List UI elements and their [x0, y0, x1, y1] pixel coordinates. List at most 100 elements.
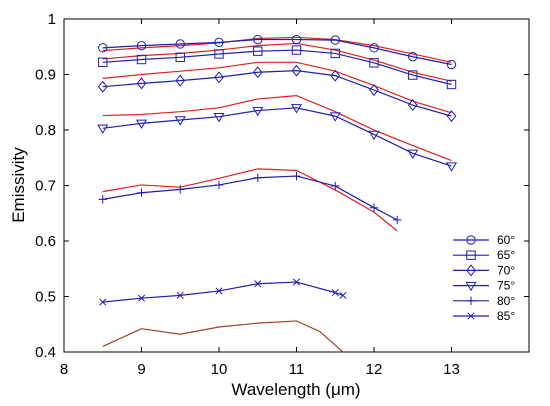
data-point	[253, 173, 262, 182]
measured-series	[97, 34, 458, 306]
data-point	[253, 46, 263, 56]
data-point	[292, 171, 301, 181]
data-point	[329, 112, 341, 122]
model-curves	[102, 36, 452, 353]
data-point	[369, 84, 379, 97]
data-point	[175, 74, 186, 87]
data-point	[99, 298, 107, 306]
data-point	[214, 180, 224, 190]
data-point	[369, 58, 379, 68]
data-point	[330, 35, 340, 45]
model-curve-line	[102, 94, 452, 162]
data-point	[466, 296, 476, 305]
axis-tick-labels: 8 9 10 11 12 13 0.4 0.5 0.6 0.7 0.8 0.9 1	[35, 11, 460, 378]
data-point	[408, 52, 418, 62]
data-point	[331, 289, 339, 297]
y-axis-title: Emissivity	[9, 147, 28, 223]
legend-label: 70°	[497, 263, 515, 277]
legend-item: 70°	[453, 263, 515, 277]
data-point	[466, 235, 476, 245]
data-point	[291, 34, 302, 45]
x-tick-label: 11	[289, 361, 305, 378]
data-point	[254, 280, 262, 288]
data-point	[214, 71, 224, 84]
series-line	[102, 281, 344, 303]
data-point	[446, 79, 457, 90]
data-point	[175, 52, 185, 62]
legend-label: 75°	[497, 279, 515, 293]
legend-item: 80°	[453, 294, 515, 308]
data-point	[291, 64, 302, 77]
x-tick-label: 10	[211, 361, 228, 378]
x-tick-label: 12	[366, 361, 383, 378]
y-tick-label: 0.7	[35, 178, 56, 195]
axis-ticks	[63, 18, 529, 353]
model-curve-line	[102, 42, 452, 82]
y-tick-label: 0.8	[35, 122, 56, 139]
model-curve-line	[102, 36, 452, 63]
data-point	[407, 149, 419, 159]
model-curve-line	[102, 320, 344, 353]
x-tick-label: 8	[60, 361, 68, 378]
model-curve-line	[102, 168, 398, 232]
legend-label: 85°	[497, 309, 515, 323]
series-line	[102, 38, 452, 66]
data-point	[446, 59, 457, 70]
data-point	[445, 162, 458, 172]
data-point	[290, 104, 303, 114]
data-point	[330, 69, 341, 82]
data-point	[466, 264, 476, 277]
data-point	[291, 45, 302, 55]
data-point	[213, 112, 225, 123]
data-point	[175, 39, 185, 49]
legend-label: 65°	[497, 248, 515, 262]
legend-label: 80°	[497, 294, 515, 308]
data-point	[98, 43, 108, 53]
legend-label: 60°	[497, 233, 515, 247]
x-axis-title: Wavelength (μm)	[231, 380, 360, 399]
data-point	[137, 188, 146, 197]
data-point	[368, 130, 380, 141]
series-group	[97, 104, 458, 172]
data-point	[136, 54, 147, 65]
data-point	[407, 99, 418, 112]
data-point	[137, 294, 146, 302]
data-point	[215, 287, 223, 295]
data-point	[214, 37, 224, 48]
series-group	[98, 34, 457, 70]
x-tick-label: 9	[137, 361, 145, 378]
data-point	[214, 49, 224, 59]
y-tick-label: 0.5	[35, 289, 56, 306]
data-point	[369, 203, 379, 212]
series-line	[102, 107, 452, 167]
y-tick-label: 0.9	[35, 67, 56, 84]
data-point	[292, 278, 301, 286]
series-group	[98, 45, 457, 90]
legend-item: 75°	[453, 279, 515, 293]
data-point	[136, 77, 147, 90]
legend-item: 60°	[453, 233, 515, 247]
legend-item: 85°	[453, 309, 515, 323]
data-point	[465, 281, 477, 292]
data-point	[369, 43, 379, 53]
model-curve-line	[102, 61, 452, 114]
data-point	[135, 119, 148, 130]
series-group	[98, 171, 402, 225]
data-point	[252, 66, 263, 79]
data-point	[252, 106, 264, 117]
data-point	[98, 195, 107, 204]
data-point	[97, 124, 109, 135]
x-tick-label: 13	[443, 361, 460, 378]
data-point	[97, 80, 108, 93]
series-group	[97, 64, 457, 123]
series-line	[102, 49, 452, 86]
y-tick-label: 0.4	[35, 344, 56, 361]
data-point	[446, 110, 457, 123]
data-point	[393, 215, 402, 225]
data-point	[176, 291, 184, 299]
data-point	[176, 185, 185, 194]
data-point	[467, 312, 475, 320]
y-tick-label: 0.6	[35, 233, 56, 250]
data-point	[136, 40, 147, 51]
